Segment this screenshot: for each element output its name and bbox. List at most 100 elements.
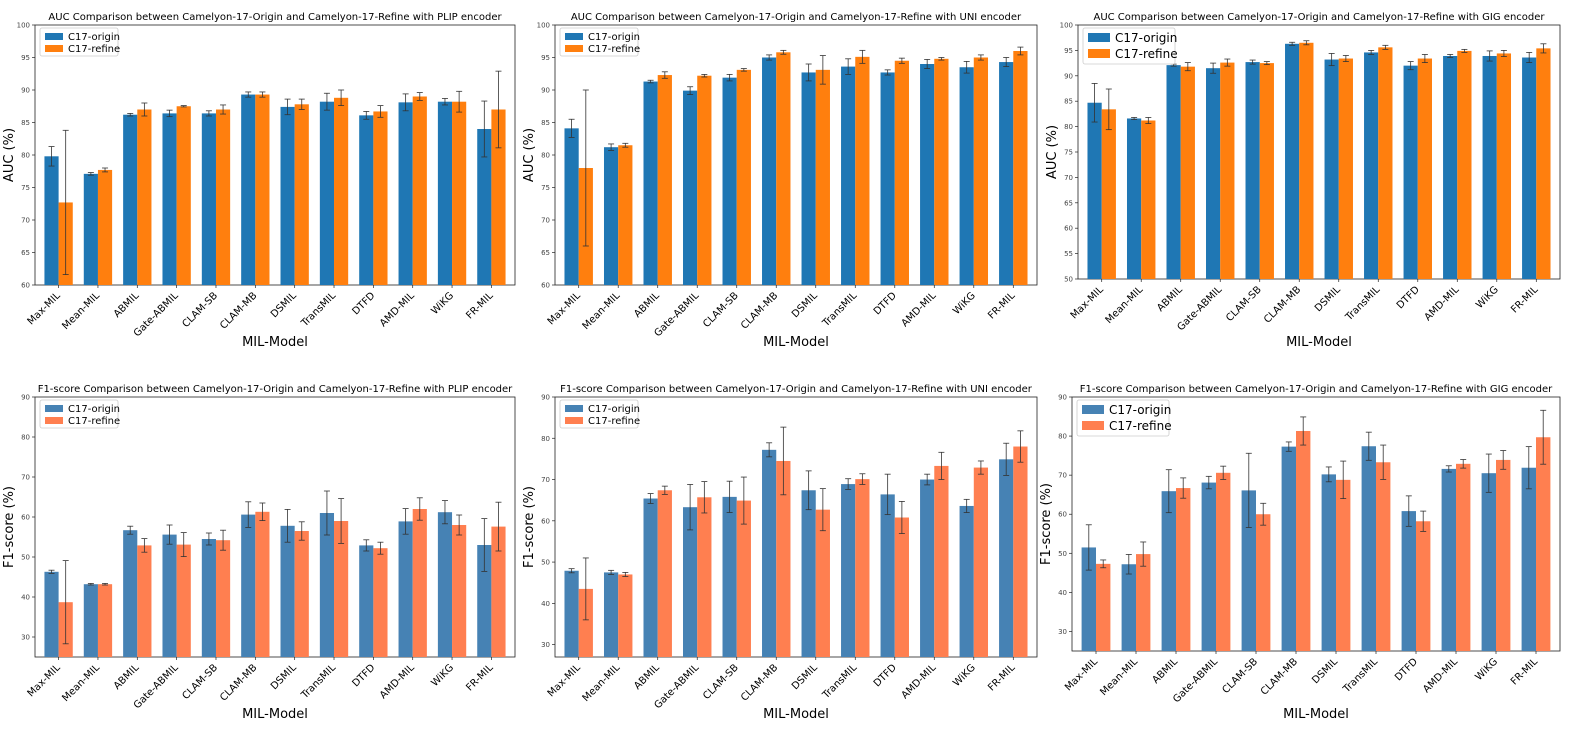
x-tick-label: ABMIL [632,290,662,320]
y-tick-label: 90 [21,394,30,402]
bar-c17-origin-gate-abmil [683,507,698,657]
x-tick-label: CLAM-MB [739,290,780,331]
bar-c17-refine-fr-mil [1536,437,1551,651]
x-tick-label: TransMIL [1341,656,1381,696]
bar-c17-origin-fr-mil [1521,467,1536,651]
x-tick-label: DTFD [350,290,377,317]
bar-c17-origin-transmil [841,484,856,657]
y-tick-label: 90 [1064,72,1073,80]
bar-c17-origin-max-mil [1087,102,1102,279]
y-tick-label: 55 [1064,250,1073,258]
x-tick-label: Max-MIL [546,290,583,327]
bar-c17-origin-mean-mil [603,572,619,657]
bar-c17-refine-dsmil [815,509,830,657]
chart-title: F1-score Comparison between Camelyon-17-… [1080,384,1553,395]
bar-c17-refine-gate-abmil [697,75,712,285]
bar-c17-origin-fr-mil [477,545,492,657]
y-tick-label: 95 [21,54,30,62]
bar-c17-origin-dsmil [280,106,295,286]
x-axis-label: MIL-Model [1286,335,1352,350]
bar-c17-origin-transmil [1364,52,1379,279]
plot-frame [1071,396,1561,652]
bar-c17-refine-dtfd [894,60,909,285]
bar-c17-origin-transmil [1361,446,1376,651]
bar-c17-refine-gate-abmil [697,497,712,657]
x-tick-label: AMD-MIL [378,662,417,701]
bar-c17-refine-clam-mb [255,511,270,657]
bar-c17-origin-abmil [123,530,138,657]
bar-c17-refine-abmil [657,75,672,285]
chart-panel-2: AUC Comparison between Camelyon-17-Origi… [522,12,1038,350]
y-tick-label: 100 [17,22,30,30]
bar-c17-origin-dtfd [359,115,374,285]
x-tick-label: Max-MIL [546,662,583,699]
bar-c17-origin-clam-mb [241,514,256,657]
x-tick-label: ABMIL [112,662,142,692]
legend-label: C17-origin [1109,403,1171,417]
y-axis-label: AUC (%) [1045,125,1060,179]
bar-c17-refine-clam-sb [215,540,231,657]
bar-c17-refine-gate-abmil [176,544,191,657]
x-tick-label: Mean-MIL [581,290,623,332]
bar-c17-origin-transmil [841,66,856,285]
bar-c17-refine-wikg [452,525,467,657]
bar-c17-refine-max-mil [1096,563,1111,651]
chart-title: AUC Comparison between Camelyon-17-Origi… [571,12,1022,23]
bar-c17-refine-transmil [334,521,349,657]
bar-c17-origin-max-mil [44,156,59,285]
x-axis-label: MIL-Model [242,707,308,722]
x-tick-label: WiKG [429,290,456,317]
bar-c17-origin-max-mil [564,128,579,285]
bar-c17-refine-fr-mil [491,526,506,657]
bar-c17-origin-fr-mil [477,129,492,285]
bar-c17-refine-amd-mil [412,96,427,285]
y-tick-label: 70 [541,217,550,225]
x-tick-label: TransMIL [299,290,339,330]
bar-c17-origin-wikg [959,67,974,285]
bar-c17-refine-wikg [1496,53,1512,279]
bar-c17-origin-clam-sb [1241,490,1256,651]
legend-swatch-c17-refine [1082,421,1104,430]
x-tick-label: ABMIL [1155,284,1185,314]
chart-panel-6: F1-score Comparison between Camelyon-17-… [1039,384,1561,722]
x-tick-label: DSMIL [269,290,299,320]
legend-swatch-c17-refine [1088,49,1110,58]
x-tick-label: DTFD [1393,656,1420,683]
x-tick-label: CLAM-MB [739,662,780,703]
y-tick-label: 40 [1058,589,1067,597]
bar-c17-origin-abmil [1161,491,1176,651]
bar-c17-origin-amd-mil [398,521,413,657]
y-axis-label: AUC (%) [522,128,537,182]
x-tick-label: Mean-MIL [1104,284,1146,326]
bar-c17-origin-transmil [319,101,335,285]
x-tick-label: CLAM-MB [218,290,259,331]
bar-c17-refine-clam-mb [1299,42,1314,279]
bar-c17-refine-dsmil [294,531,309,657]
bar-c17-origin-max-mil [1081,547,1096,651]
bar-c17-refine-transmil [1376,462,1391,651]
y-tick-label: 65 [541,249,550,257]
legend-swatch-c17-origin [45,33,63,40]
legend-swatch-c17-refine [565,417,583,424]
x-tick-label: TransMIL [1343,284,1383,324]
bar-c17-origin-clam-mb [241,94,256,285]
bar-c17-origin-amd-mil [920,64,935,285]
y-tick-label: 90 [541,394,550,402]
bar-c17-origin-abmil [643,81,658,285]
chart-title: F1-score Comparison between Camelyon-17-… [560,384,1033,395]
bar-c17-origin-dsmil [801,490,816,657]
plot-frame [554,396,1038,658]
bar-c17-origin-clam-mb [762,57,777,285]
x-tick-label: FR-MIL [464,290,495,321]
x-tick-label: TransMIL [299,662,339,702]
bar-c17-origin-max-mil [44,571,59,657]
bar-c17-origin-mean-mil [603,147,619,285]
bar-c17-refine-fr-mil [1013,51,1028,285]
x-tick-label: CLAM-MB [218,662,259,703]
legend-swatch-c17-refine [45,45,63,52]
x-tick-label: FR-MIL [464,662,495,693]
bar-c17-refine-dtfd [894,517,909,657]
y-tick-label: 65 [21,249,30,257]
